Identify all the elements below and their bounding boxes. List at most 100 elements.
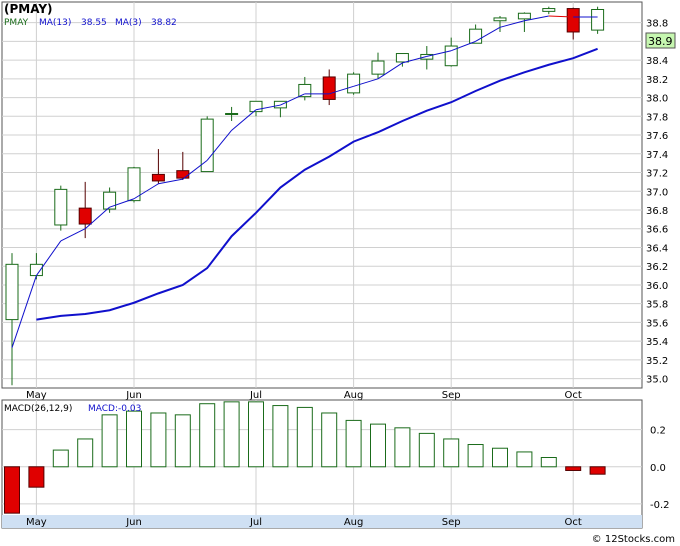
macd-x-tick-label: Sep — [442, 517, 461, 528]
candle-body-up — [249, 100, 263, 113]
macd-bar-positive — [223, 401, 240, 468]
price-y-tick-label: 37.6 — [646, 131, 668, 142]
price-x-tick-label: Aug — [344, 390, 364, 401]
candle — [54, 185, 68, 231]
candle-body-down — [566, 8, 580, 33]
ma3-segment — [206, 130, 232, 161]
macd-bar-positive — [516, 451, 533, 468]
candle-body-up — [542, 8, 556, 12]
candle-body-up — [225, 112, 239, 115]
ma3-segment — [548, 15, 574, 18]
price-y-tick-label: 36.4 — [646, 243, 668, 254]
candle — [591, 6, 605, 34]
macd-x-tick-label: May — [26, 517, 47, 528]
price-panel: May Jun Jul Aug Sep Oct 35.035.235.435.635.83… — [1, 1, 676, 401]
price-y-tick-label: 36.2 — [646, 262, 668, 273]
legend-ma13-label: MA(13) — [39, 18, 71, 28]
ma3-segment — [60, 228, 86, 242]
price-y-tick-label: 37.2 — [646, 169, 668, 180]
price-y-tick-labels: 35.0 35.2 35.4 35.6 35.8 36.0 36.2 36.4 36.6 36.8… — [646, 19, 668, 386]
last-price-box — [645, 32, 676, 49]
candle — [395, 53, 409, 67]
ma13-series — [36, 47, 598, 321]
macd-bar-positive — [199, 403, 216, 468]
candle-body-up — [200, 118, 214, 173]
macd-bar-positive — [272, 405, 289, 468]
macd-bar-negative — [4, 466, 20, 514]
ma3-series — [11, 15, 598, 348]
candle-body-up — [127, 167, 141, 202]
candle-body-up — [298, 83, 312, 98]
macd-bar-positive — [52, 449, 69, 468]
macd-legend-value: MACD:-0.03 — [88, 404, 141, 414]
price-y-tick-label: 36.0 — [646, 281, 668, 292]
macd-x-tick-label: Oct — [565, 517, 582, 528]
macd-bar-positive — [101, 414, 118, 468]
macd-x-tick-label: Aug — [344, 517, 364, 528]
candle-body-up — [591, 8, 605, 31]
macd-bar-negative — [28, 466, 45, 488]
candle — [103, 187, 117, 213]
ma3-segment — [524, 15, 549, 22]
macd-bar-positive — [150, 412, 167, 468]
macd-bar-positive — [370, 423, 386, 468]
ma3-segment — [353, 78, 379, 87]
price-y-tick-label: 37.4 — [646, 150, 668, 161]
price-y-tick-label: 36.8 — [646, 206, 668, 217]
ma3-segment — [231, 109, 257, 131]
legend-ma3-value: 38.82 — [151, 18, 177, 28]
candle — [347, 72, 361, 95]
macd-bar-negative — [589, 466, 606, 475]
candle-body-down — [78, 207, 92, 225]
candle — [493, 16, 507, 32]
macd-bar-positive — [174, 414, 191, 468]
candle-body-up — [517, 12, 531, 20]
candle — [5, 253, 19, 386]
macd-bar-positive — [492, 447, 508, 468]
macd-x-tick-label: Jul — [249, 517, 262, 528]
macd-legend-label: MACD(26,12,9) — [4, 404, 72, 414]
candle — [249, 100, 263, 117]
macd-panel: May Jun Jul Aug Sep Oct 0.2 0.0 -0.2 MACD(26,12… — [1, 399, 670, 529]
macd-y-tick-label: -0.2 — [650, 500, 670, 511]
price-legend: PMAY MA(13) 38.55 MA(3) 38.82 — [4, 18, 177, 28]
candle — [225, 106, 239, 121]
price-x-tick-label: Oct — [565, 390, 582, 401]
macd-histogram — [4, 401, 606, 514]
candle-body-down — [322, 76, 336, 100]
ma3-segment — [402, 55, 427, 64]
ma3-segment — [11, 275, 37, 348]
candle-body-up — [493, 17, 507, 22]
price-y-tick-label: 37.0 — [646, 187, 668, 198]
candle — [200, 116, 214, 173]
price-x-tick-label: Jul — [249, 390, 262, 401]
ma3-segment — [109, 198, 135, 208]
footer-credit: © 12Stocks.com — [592, 534, 675, 545]
macd-x-tick-label: Jun — [125, 517, 142, 528]
price-y-tick-label: 36.6 — [646, 225, 668, 236]
macd-axis-band — [2, 515, 642, 528]
ma3-segment — [499, 20, 525, 28]
candle — [517, 12, 531, 32]
macd-x-tick-labels: May Jun Jul Aug Sep Oct — [26, 517, 582, 528]
macd-bar-positive — [418, 432, 435, 468]
price-y-tick-label: 35.2 — [646, 356, 668, 367]
ma3-segment — [158, 178, 183, 185]
legend-ma3-label: MA(3) — [115, 18, 142, 28]
macd-bar-positive — [540, 457, 557, 468]
ma3-segment — [329, 85, 354, 95]
candle — [566, 7, 580, 40]
ma3-segment — [451, 40, 476, 52]
candle-body-up — [371, 60, 385, 75]
price-y-tick-label: 35.6 — [646, 318, 668, 329]
candle — [127, 166, 141, 203]
macd-bar-positive — [126, 410, 142, 468]
macd-y-tick-label: 0.0 — [650, 463, 666, 474]
ma3-segment — [377, 62, 403, 80]
macd-bar-positive — [77, 438, 94, 468]
legend-ma13-value: 38.55 — [81, 18, 107, 28]
candle-body-up — [103, 191, 117, 210]
candle-body-up — [54, 188, 68, 226]
price-y-tick-label: 38.8 — [646, 19, 668, 30]
